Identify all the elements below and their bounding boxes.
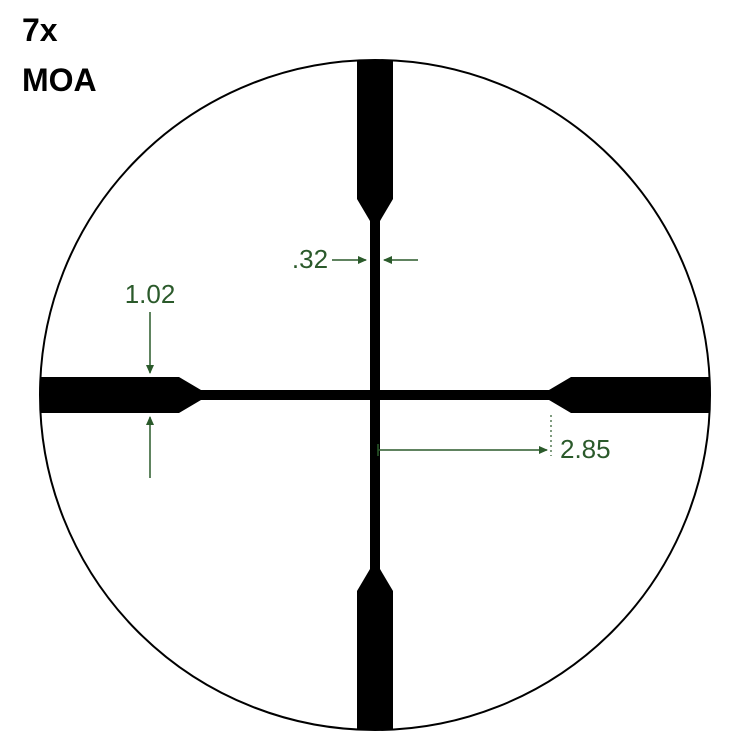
diagram-container: 7x MOA .32 — [0, 0, 750, 750]
dim-thin-label: .32 — [292, 244, 328, 274]
crosshair-group — [35, 55, 715, 735]
dim-thick-label: 1.02 — [125, 279, 176, 309]
dimension-center-to-thick: 2.85 — [378, 415, 611, 464]
post-left — [35, 377, 375, 413]
post-bottom — [357, 395, 393, 735]
reticle-diagram: .32 1.02 2.85 — [0, 0, 750, 750]
post-right — [375, 377, 715, 413]
dimension-thin-width: .32 — [292, 244, 418, 274]
dim-span-label: 2.85 — [560, 434, 611, 464]
post-top — [357, 55, 393, 395]
